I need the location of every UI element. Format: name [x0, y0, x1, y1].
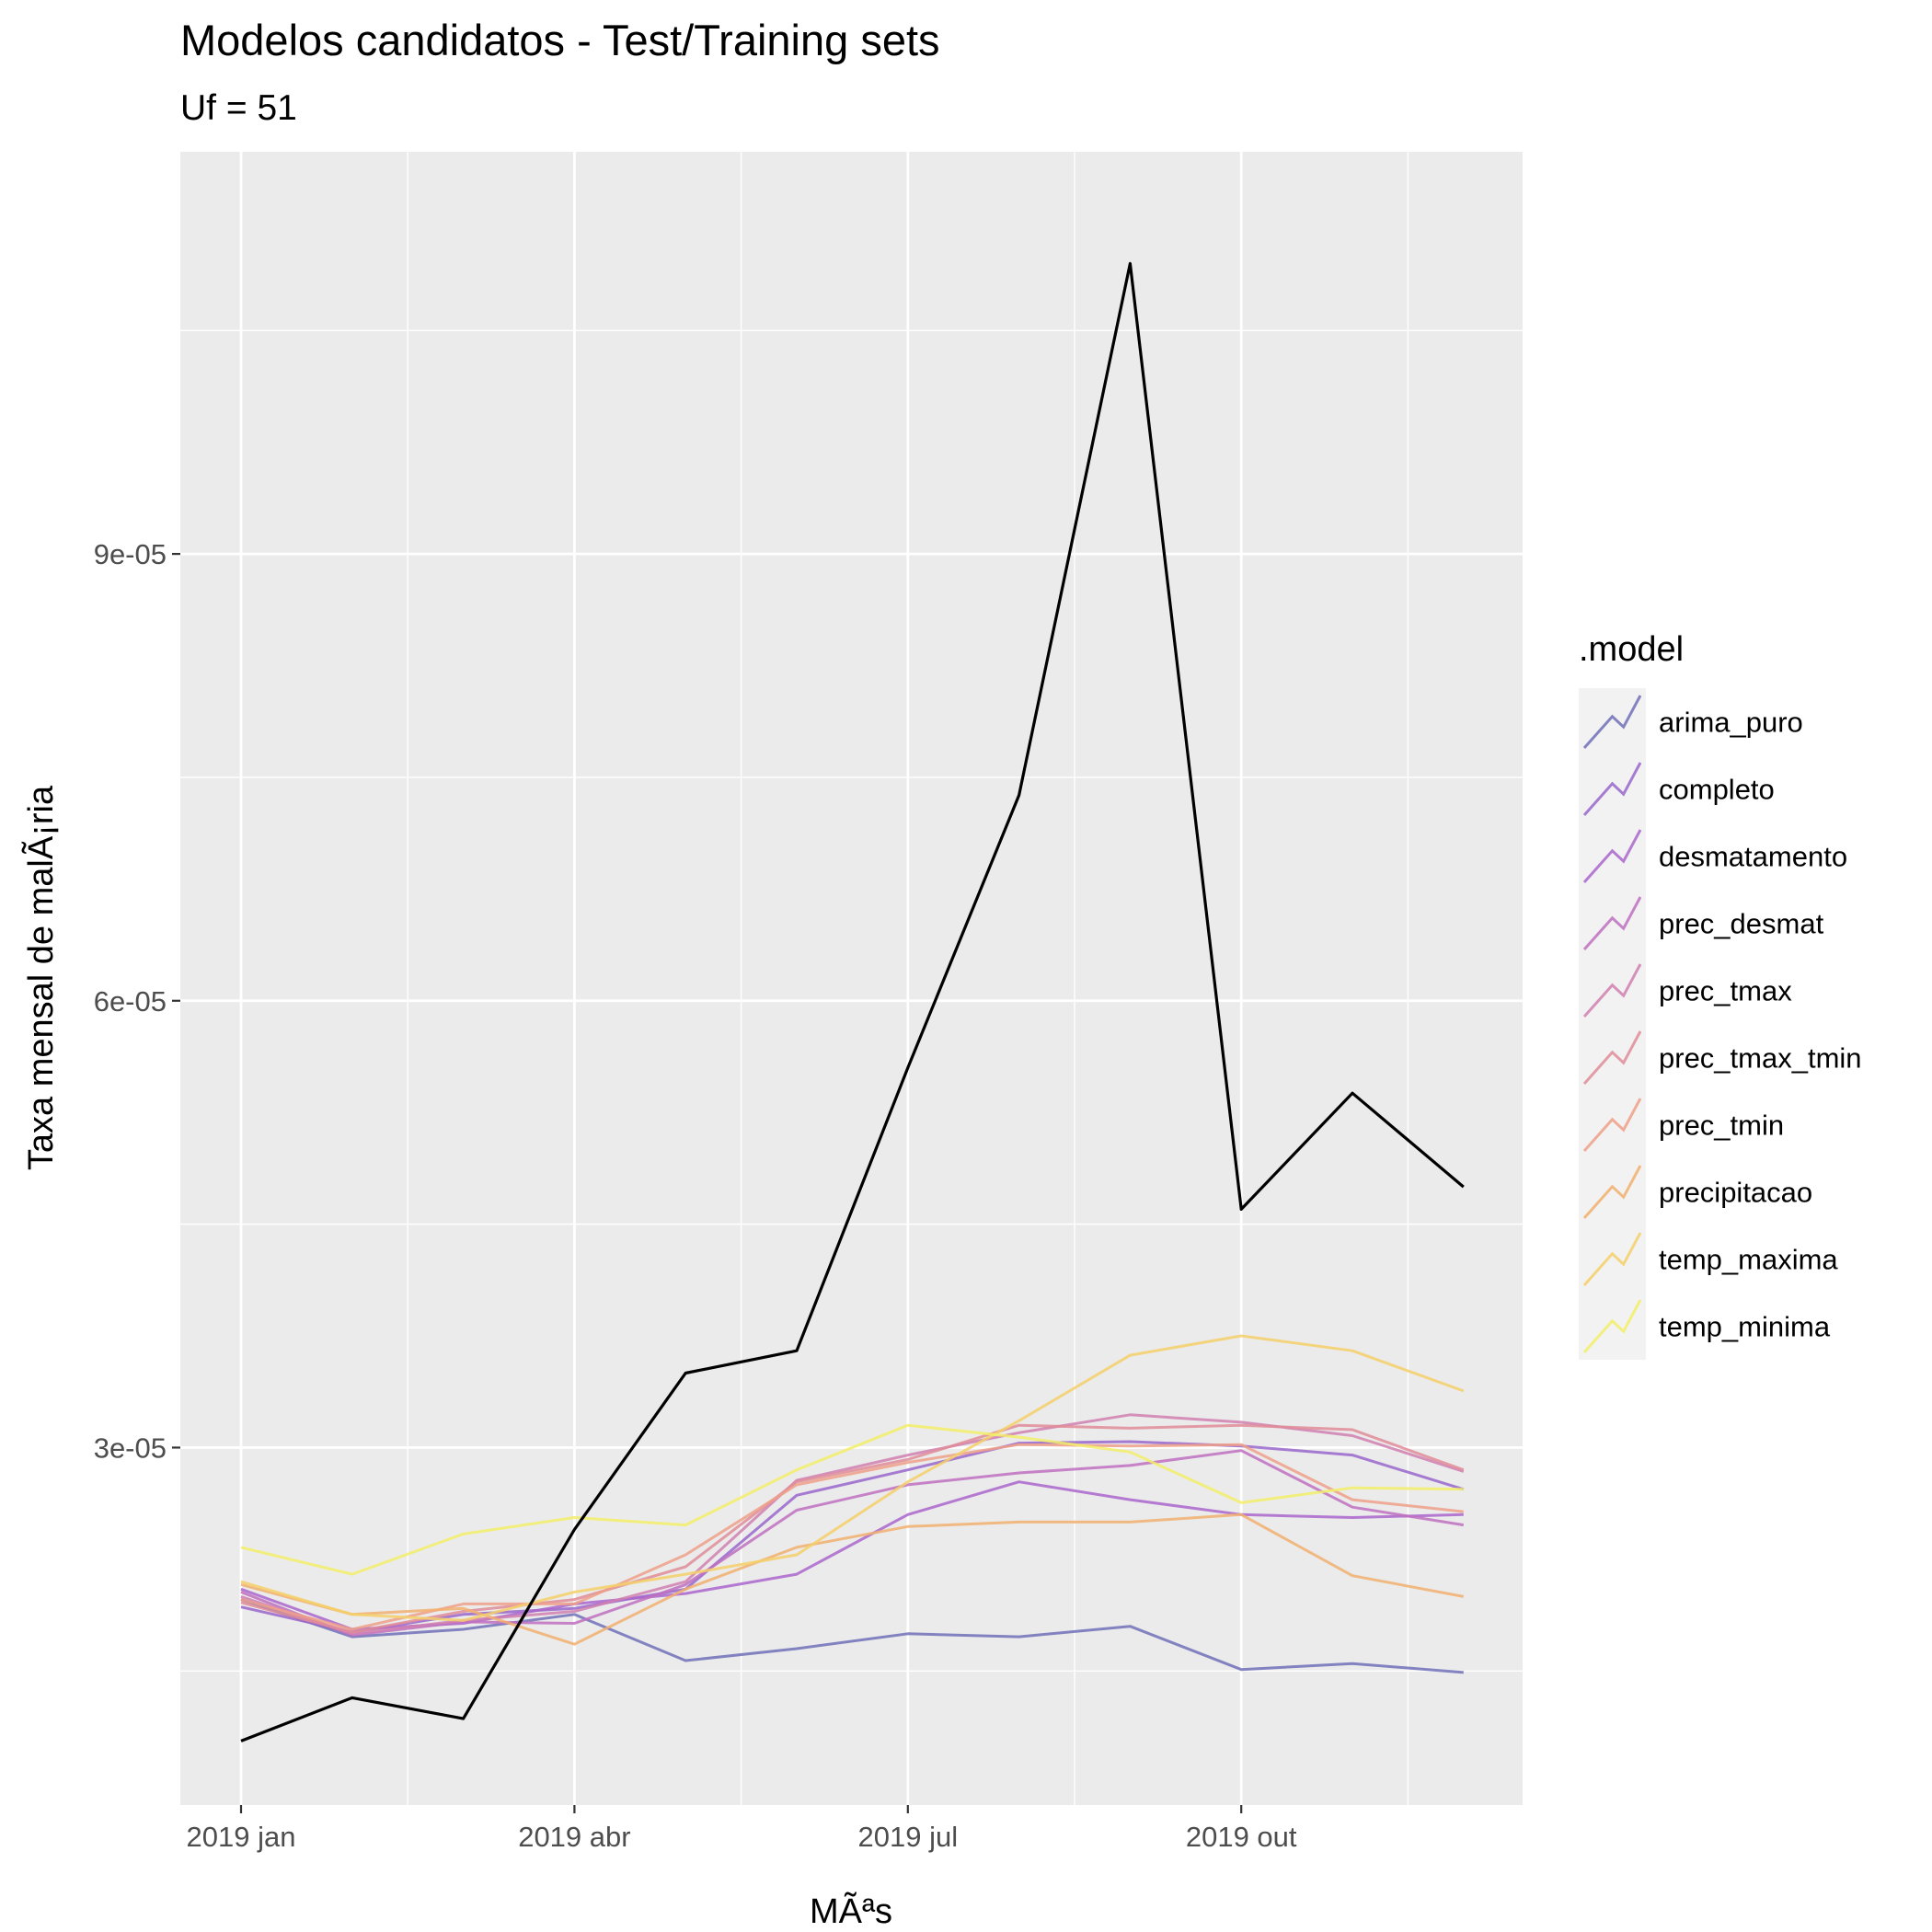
- legend-key-desmatamento: [1582, 829, 1642, 883]
- chart-subtitle: Uf = 51: [180, 88, 297, 128]
- legend-label-prec_tmax: prec_tmax: [1659, 975, 1792, 1007]
- legend-label-prec_tmax_tmin: prec_tmax_tmin: [1659, 1042, 1862, 1075]
- y-tick-label: 9e-05: [94, 538, 167, 570]
- series-line-temp_minima: [240, 1423, 1464, 1576]
- legend-key-prec_tmin: [1582, 1098, 1642, 1152]
- series-line-temp_maxima: [240, 1334, 1465, 1622]
- series-line-completo: [240, 1440, 1465, 1634]
- legend-label-prec_desmat: prec_desmat: [1659, 908, 1824, 940]
- series-line-prec_tmax: [240, 1413, 1465, 1636]
- series-line-arima_puro: [240, 1598, 1464, 1674]
- x-axis-title: MÃªs: [810, 1892, 892, 1931]
- legend-key-prec_tmax_tmin: [1582, 1030, 1642, 1085]
- legend-label-arima_puro: arima_puro: [1659, 707, 1803, 739]
- legend-key-arima_puro: [1582, 695, 1642, 749]
- series-line-prec_desmat: [240, 1449, 1465, 1637]
- y-axis-title: Taxa mensal de malÃ¡ria: [21, 785, 61, 1170]
- y-tick-label: 3e-05: [94, 1432, 167, 1464]
- legend-key-completo: [1582, 762, 1642, 816]
- legend-label-completo: completo: [1659, 774, 1775, 806]
- legend-key-temp_minima: [1582, 1299, 1642, 1353]
- series-lines: [240, 1334, 1465, 1674]
- y-tick-label: 6e-05: [94, 985, 167, 1018]
- legend-key-temp_maxima: [1582, 1232, 1642, 1286]
- legend-title: .model: [1579, 630, 1684, 669]
- legend-key-prec_tmax: [1582, 963, 1642, 1018]
- legend-label-temp_maxima: temp_maxima: [1659, 1244, 1838, 1276]
- legend-key-precipitacao: [1582, 1165, 1642, 1219]
- chart-title: Modelos candidatos - Test/Training sets: [180, 16, 940, 64]
- y-axis: 3e-05 6e-05 9e-05: [94, 538, 180, 1464]
- x-tick-label: 2019 jan: [187, 1821, 296, 1853]
- x-tick-label: 2019 out: [1186, 1821, 1297, 1853]
- legend-key-prec_desmat: [1582, 896, 1642, 950]
- major-gridlines: [180, 152, 1523, 1805]
- legend: .model arima_puro completo desmatamento pre…: [1579, 630, 1862, 1360]
- plot-panel: [180, 152, 1523, 1805]
- legend-label-prec_tmin: prec_tmin: [1659, 1110, 1784, 1142]
- legend-key-background: [1579, 688, 1646, 1360]
- x-axis: 2019 jan 2019 abr 2019 jul 2019 out: [187, 1805, 1297, 1853]
- series-line-precipitacao: [240, 1512, 1465, 1646]
- x-tick-label: 2019 abr: [518, 1821, 630, 1853]
- actual-series-line: [240, 261, 1465, 1742]
- legend-label-temp_minima: temp_minima: [1659, 1311, 1831, 1343]
- series-line-prec_tmax_tmin: [240, 1423, 1465, 1634]
- x-tick-label: 2019 jul: [858, 1821, 959, 1853]
- legend-label-desmatamento: desmatamento: [1659, 841, 1847, 873]
- legend-label-precipitacao: precipitacao: [1659, 1177, 1812, 1209]
